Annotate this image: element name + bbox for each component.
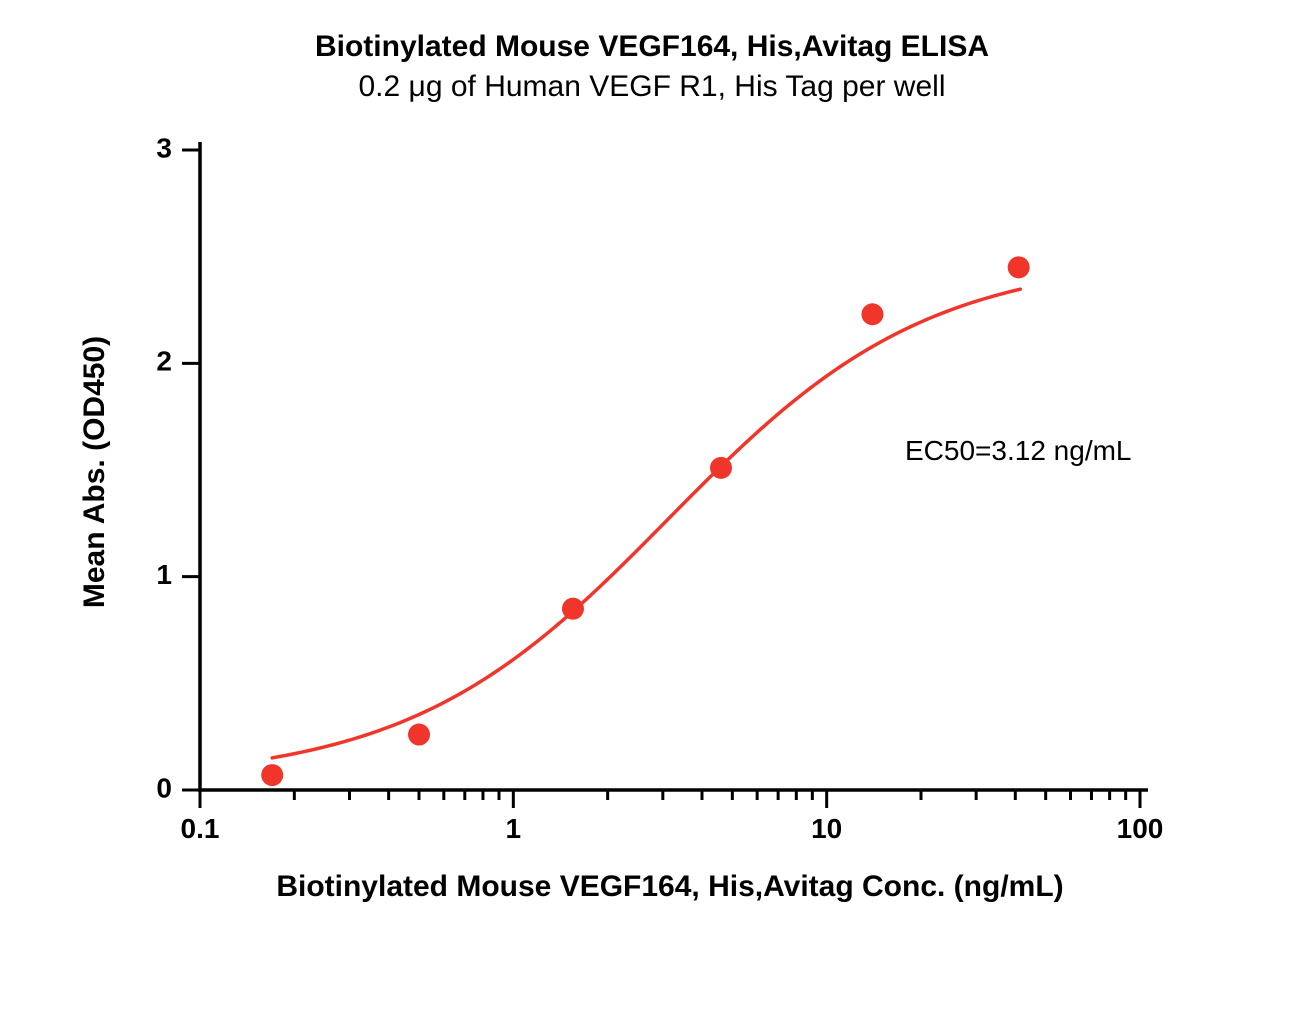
y-tick-label: 2 [156, 346, 172, 377]
fitted-curve [272, 289, 1020, 758]
plot-area: 0.1 1 10 100 0 1 2 3 [130, 130, 1170, 860]
data-point [562, 598, 584, 620]
x-axis-title: Biotinylated Mouse VEGF164, His,Avitag C… [200, 870, 1140, 904]
data-point [261, 764, 283, 786]
data-point [861, 303, 883, 325]
y-tick-label: 3 [156, 132, 172, 163]
chart-container: Biotinylated Mouse VEGF164, His,Avitag E… [0, 0, 1304, 1032]
x-tick-label: 1 [506, 813, 522, 844]
data-point [408, 724, 430, 746]
chart-title-line1: Biotinylated Mouse VEGF164, His,Avitag E… [0, 30, 1304, 64]
y-axis-title: Mean Abs. (OD450) [78, 152, 112, 792]
chart-title: Biotinylated Mouse VEGF164, His,Avitag E… [0, 30, 1304, 104]
y-tick-label: 1 [156, 559, 172, 590]
ec50-annotation: EC50=3.12 ng/mL [905, 435, 1132, 467]
x-tick-label: 0.1 [181, 813, 220, 844]
data-point [710, 457, 732, 479]
y-tick-label: 0 [156, 772, 172, 803]
x-tick-label: 10 [811, 813, 842, 844]
x-tick-label: 100 [1117, 813, 1164, 844]
chart-title-line2: 0.2 μg of Human VEGF R1, His Tag per wel… [0, 70, 1304, 104]
data-point [1008, 256, 1030, 278]
